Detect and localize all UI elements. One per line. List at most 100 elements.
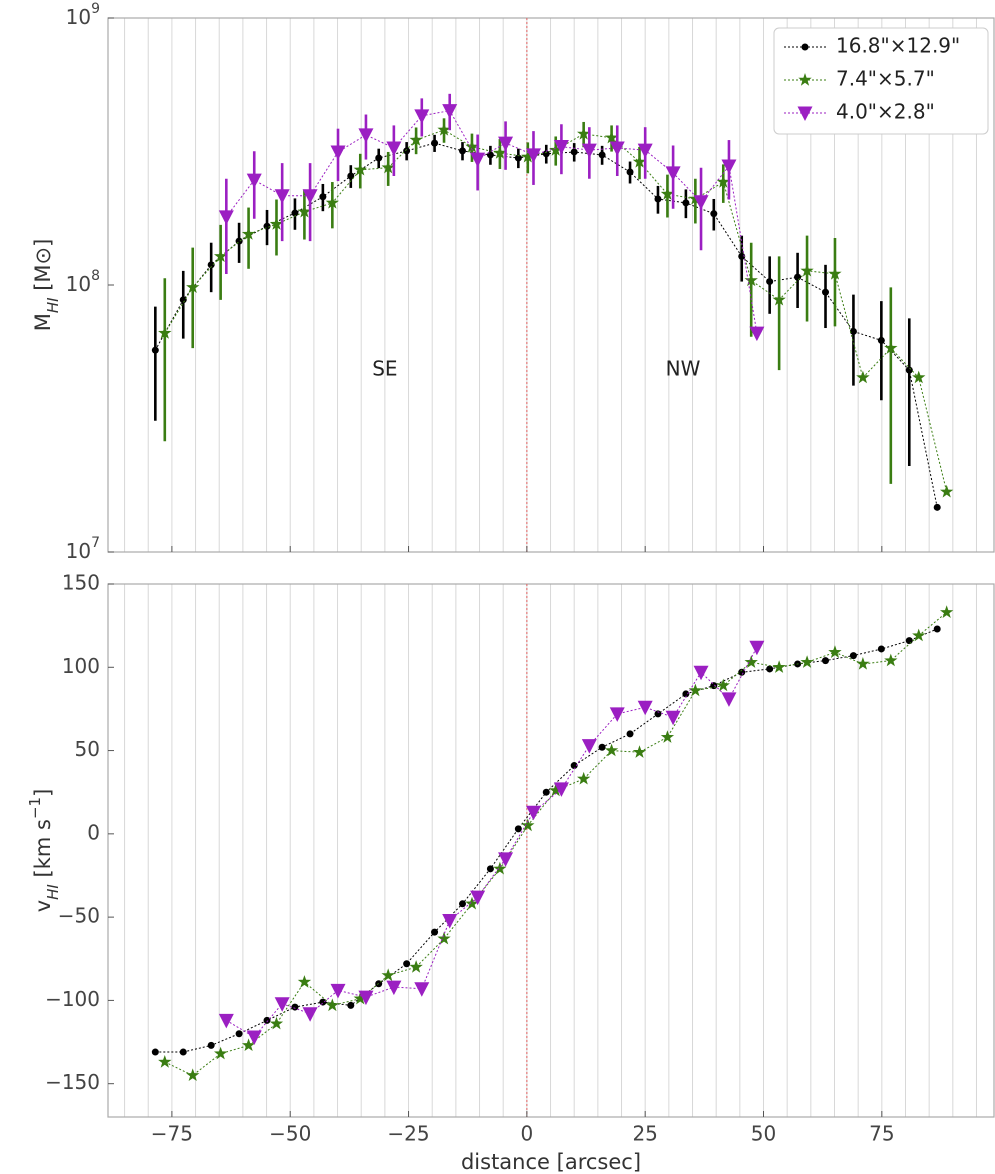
marker (849, 327, 857, 335)
marker (772, 660, 786, 673)
marker (218, 1013, 234, 1029)
marker (358, 128, 374, 143)
marker (214, 249, 228, 262)
marker (158, 326, 172, 339)
marker (386, 141, 402, 156)
axis-title-part: HI (44, 884, 62, 900)
plot-frame (107, 583, 995, 1118)
marker (933, 625, 941, 633)
marker (302, 1007, 318, 1022)
marker (604, 743, 619, 757)
marker (158, 1055, 172, 1068)
marker (609, 707, 625, 722)
axis-title-part: HI (44, 297, 62, 313)
marker (353, 162, 367, 176)
marker (207, 1041, 215, 1049)
marker (738, 252, 746, 260)
marker (358, 990, 374, 1006)
marker (325, 195, 339, 209)
y-tick-label: 150 (62, 571, 100, 595)
marker (235, 237, 243, 245)
y-axis-title: MHI [M⊙] (31, 239, 62, 332)
marker (431, 928, 439, 936)
tick-exponent: 7 (91, 535, 100, 551)
legend-box (773, 27, 989, 135)
marker (749, 640, 765, 656)
marker (654, 195, 662, 203)
marker (744, 655, 758, 668)
marker (542, 150, 550, 158)
legend-label: 4.0"×2.8" (836, 100, 935, 124)
marker (570, 762, 578, 770)
marker (347, 172, 355, 180)
marker (849, 652, 857, 660)
marker (319, 193, 327, 201)
axis-title-part: ] (31, 789, 55, 797)
x-tick-label: −25 (387, 1122, 429, 1146)
marker (660, 187, 675, 200)
marker (353, 991, 367, 1005)
marker (431, 139, 439, 147)
axis-title-part: −1 (26, 797, 44, 819)
marker (403, 960, 411, 968)
marker (682, 690, 690, 698)
marker (151, 346, 159, 354)
series-line (164, 129, 948, 492)
marker (905, 366, 913, 374)
y-tick-label: −100 (45, 987, 100, 1011)
axis-title-part: [M⊙] (31, 239, 55, 298)
tick-base: 10 (66, 5, 91, 29)
tick-exponent: 8 (91, 268, 100, 284)
marker (179, 1048, 187, 1056)
marker (465, 139, 479, 153)
marker (581, 739, 597, 754)
marker (409, 133, 423, 146)
x-axis-title: distance [arcsec] (461, 1150, 641, 1174)
y-tick-label: −150 (45, 1070, 100, 1094)
y-tick-label: 50 (75, 737, 100, 761)
marker (744, 273, 758, 287)
marker (604, 130, 619, 144)
x-tick-label: −50 (269, 1122, 311, 1146)
marker (325, 998, 339, 1012)
y-tick-label: 108 (66, 268, 100, 296)
marker (486, 865, 494, 873)
marker (822, 657, 830, 665)
marker (553, 140, 569, 155)
marker (179, 296, 187, 304)
marker (291, 1003, 299, 1011)
marker (710, 210, 718, 218)
marker (465, 896, 479, 910)
marker (493, 861, 507, 875)
marker (549, 143, 563, 156)
marker (414, 982, 430, 997)
x-tick-label: −75 (151, 1122, 193, 1146)
marker (598, 743, 606, 751)
marker (877, 336, 885, 344)
marker (688, 683, 702, 697)
marker (632, 154, 647, 168)
marker (626, 730, 634, 738)
marker (912, 628, 926, 642)
marker (822, 288, 830, 296)
axis-title-part: v (31, 900, 55, 912)
marker (514, 825, 522, 833)
marker (794, 273, 802, 281)
y-tick-label: −50 (58, 904, 100, 928)
marker (151, 1048, 159, 1056)
annotation: NW (666, 357, 701, 381)
marker (319, 998, 327, 1006)
marker (409, 960, 423, 973)
marker (912, 370, 926, 384)
marker (241, 1038, 256, 1051)
legend-label: 16.8"×12.9" (836, 34, 960, 58)
x-tick-label: 75 (869, 1122, 894, 1146)
marker (330, 145, 346, 160)
marker (486, 151, 494, 159)
marker (403, 147, 411, 155)
marker (577, 126, 591, 140)
marker (637, 143, 653, 159)
marker (766, 665, 774, 673)
marker (458, 900, 466, 908)
marker (521, 818, 535, 832)
